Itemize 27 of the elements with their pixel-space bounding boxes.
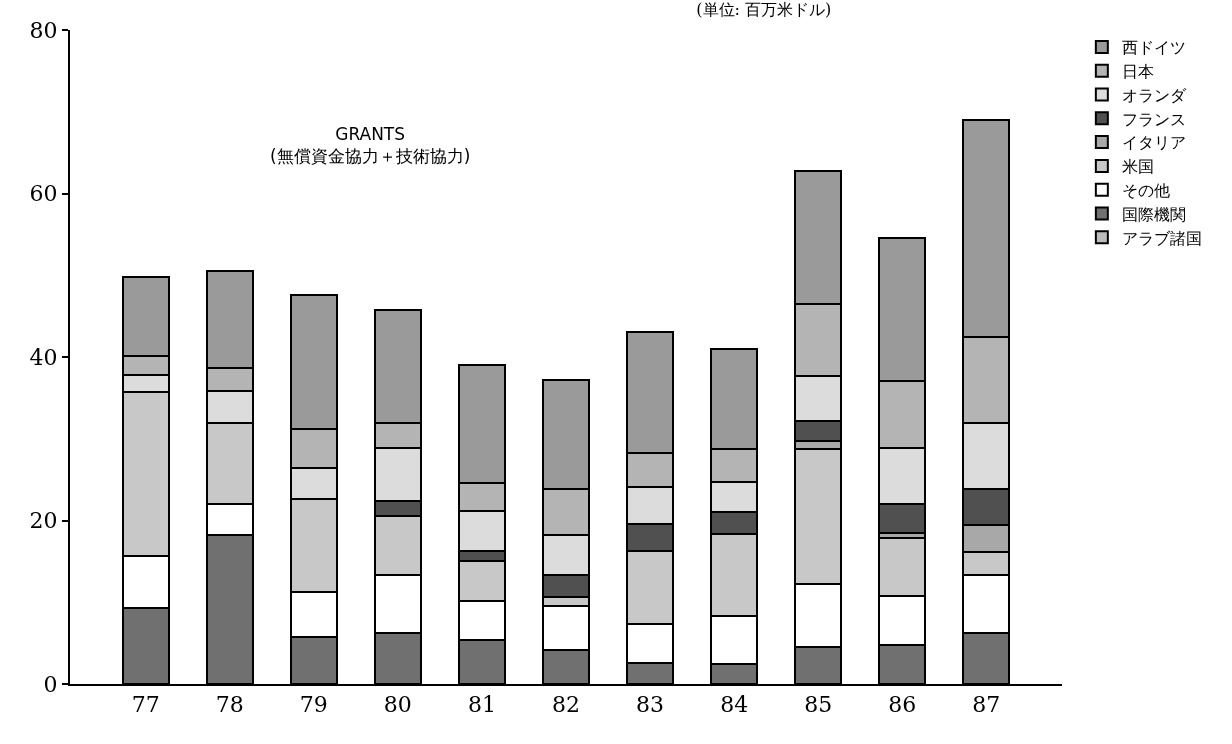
- y-tick-label: 20: [29, 508, 58, 534]
- legend-label: 国際機関: [1121, 204, 1186, 224]
- y-tick-label: 60: [29, 181, 58, 207]
- legend-label: 西ドイツ: [1121, 38, 1186, 58]
- legend-label: フランス: [1121, 109, 1186, 129]
- y-tick-label: 40: [29, 344, 58, 370]
- legend-label: その他: [1121, 180, 1170, 200]
- x-tick-label: 83: [636, 692, 665, 718]
- legend-label: イタリア: [1121, 133, 1186, 153]
- x-tick-label: 86: [888, 692, 917, 718]
- chart-title: (単位: 百万米ドル): [696, 0, 832, 19]
- legend-label: 日本: [1121, 61, 1154, 81]
- y-tick-label: 80: [29, 17, 58, 43]
- x-tick-label: 84: [720, 692, 749, 718]
- x-tick-label: 77: [131, 692, 160, 718]
- annotation: GRANTS (無償資金協力＋技術協力): [270, 124, 471, 167]
- x-tick-label: 79: [299, 692, 328, 718]
- x-tick-label: 82: [552, 692, 580, 718]
- x-tick-label: 87: [972, 692, 1001, 718]
- x-tick-label: 80: [383, 692, 412, 718]
- x-tick-label: 85: [804, 692, 833, 718]
- x-tick-label: 78: [215, 692, 244, 718]
- legend-label: アラブ諸国: [1121, 228, 1202, 248]
- legend-label: オランダ: [1121, 85, 1187, 105]
- x-tick-label: 81: [467, 692, 496, 718]
- legend-label: 米国: [1121, 157, 1154, 177]
- y-tick-label: 0: [43, 671, 58, 697]
